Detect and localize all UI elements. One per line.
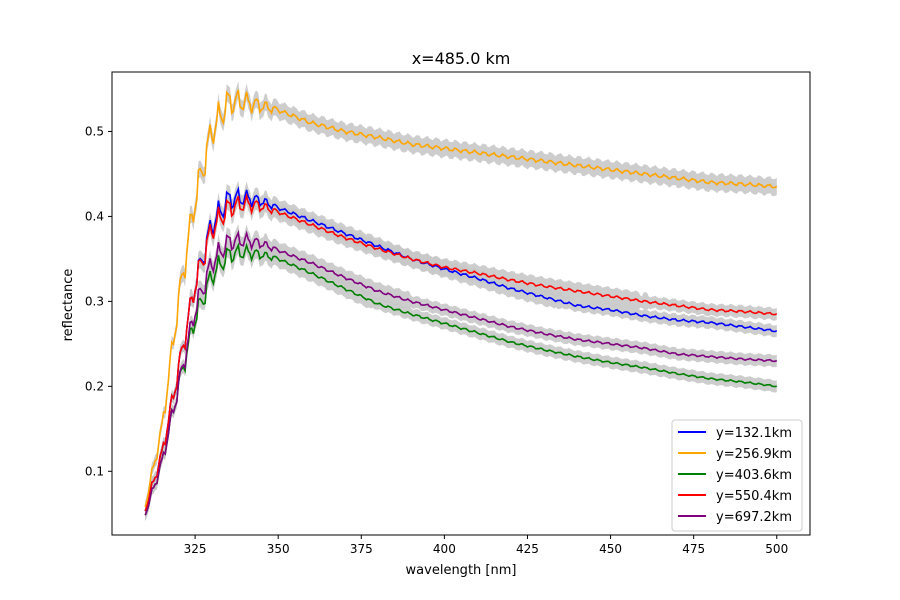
y-tick-label: 0.5 [85, 124, 104, 138]
series-line [144, 242, 778, 516]
x-tick-label: 375 [350, 542, 373, 556]
y-axis-label: reflectance [61, 269, 76, 342]
x-tick-label: 500 [765, 542, 788, 556]
x-tick-label: 350 [267, 542, 290, 556]
series-line [144, 229, 778, 516]
x-tick-label: 425 [516, 542, 539, 556]
x-tick-label: 400 [433, 542, 456, 556]
series-lines [144, 89, 778, 516]
legend-label: y=256.9km [716, 447, 792, 462]
legend-label: y=697.2km [716, 510, 792, 525]
x-axis: 325 350 375 400 425 450 475 500 [184, 535, 788, 556]
series-line [144, 192, 778, 512]
series-line [144, 185, 778, 512]
legend-label: y=403.6km [716, 468, 792, 483]
legend-box [671, 419, 803, 532]
x-tick-label: 475 [682, 542, 705, 556]
x-tick-label: 450 [599, 542, 622, 556]
x-axis-label: wavelength [nm] [406, 563, 517, 578]
y-tick-label: 0.2 [85, 379, 104, 393]
y-tick-label: 0.1 [85, 464, 104, 478]
y-axis: 0.1 0.2 0.3 0.4 0.5 [85, 124, 112, 478]
chart-title: x=485.0 km [412, 49, 511, 68]
legend-label: y=132.1km [716, 426, 792, 441]
plot-frame [111, 71, 811, 536]
x-tick-label: 325 [184, 542, 207, 556]
series-line [144, 89, 778, 508]
legend: y=132.1km y=256.9km y=403.6km y=550.4km y=69… [671, 419, 803, 532]
y-tick-label: 0.4 [85, 209, 104, 223]
legend-label: y=550.4km [716, 489, 792, 504]
y-tick-label: 0.3 [85, 294, 104, 308]
